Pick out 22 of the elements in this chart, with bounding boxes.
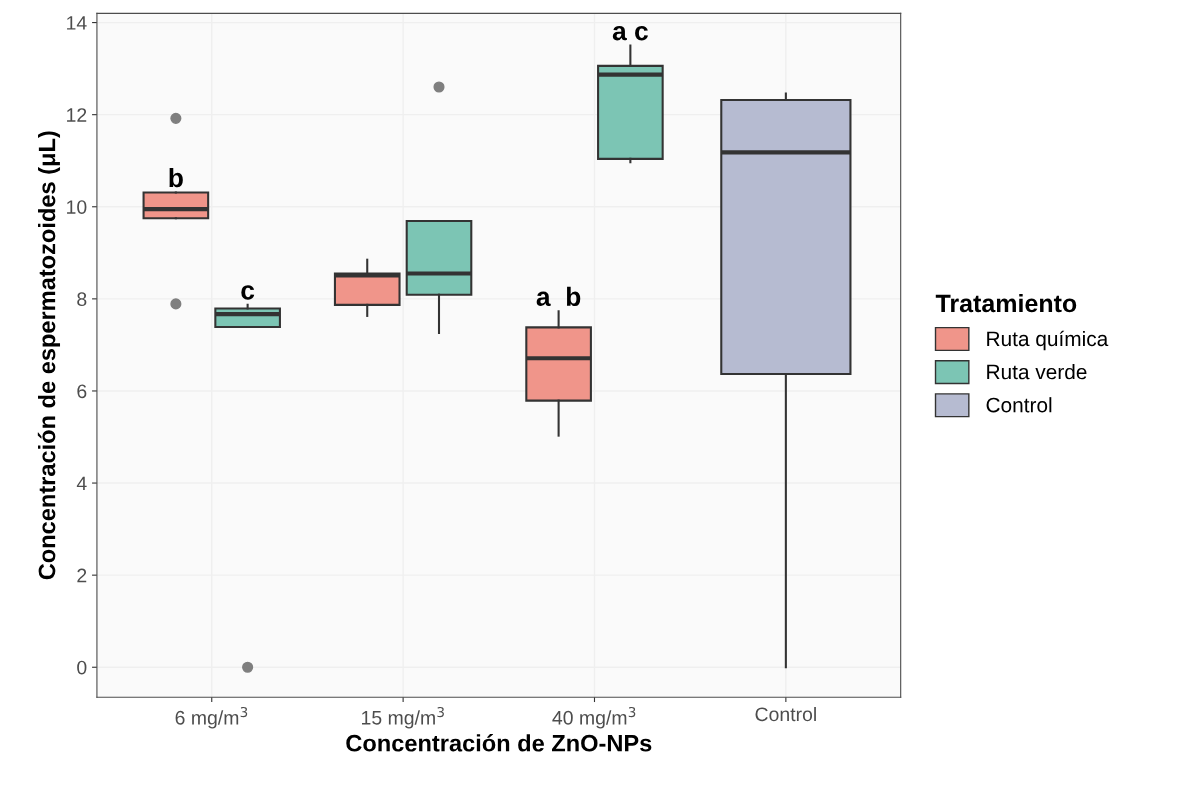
annotation: a c [612, 25, 648, 41]
legend-label: Ruta química [987, 330, 1109, 351]
y-tick-label: 12 [67, 108, 87, 122]
legend-label: Ruta verde [987, 364, 1087, 380]
annotation: b [169, 167, 183, 188]
y-tick-label: 10 [67, 200, 87, 214]
annotation: c [241, 285, 255, 300]
x-tick-label: 6 mg/m$^{3}$ [175, 706, 248, 729]
y-tick-label: 4 [76, 476, 87, 491]
x-tick-label: Control [755, 706, 816, 722]
y-tick-label: 2 [77, 568, 87, 583]
legend-title: Tratamiento [935, 293, 1077, 313]
annotation: a b [536, 286, 581, 307]
y-tick-label: 14 [67, 16, 87, 30]
x-axis-title: Concentración de ZnO-NPs [346, 734, 652, 752]
x-tick-label: 40 mg/m$^{3}$ [552, 706, 636, 729]
legend-label: Control [986, 397, 1052, 413]
y-tick-label: 6 [77, 384, 87, 399]
y-tick-label: 0 [77, 660, 87, 675]
y-axis-title: Concentración de espermatozoides (μL) [37, 131, 61, 580]
y-tick-label: 8 [77, 292, 87, 307]
x-tick-label: 15 mg/m$^{3}$ [362, 706, 444, 729]
